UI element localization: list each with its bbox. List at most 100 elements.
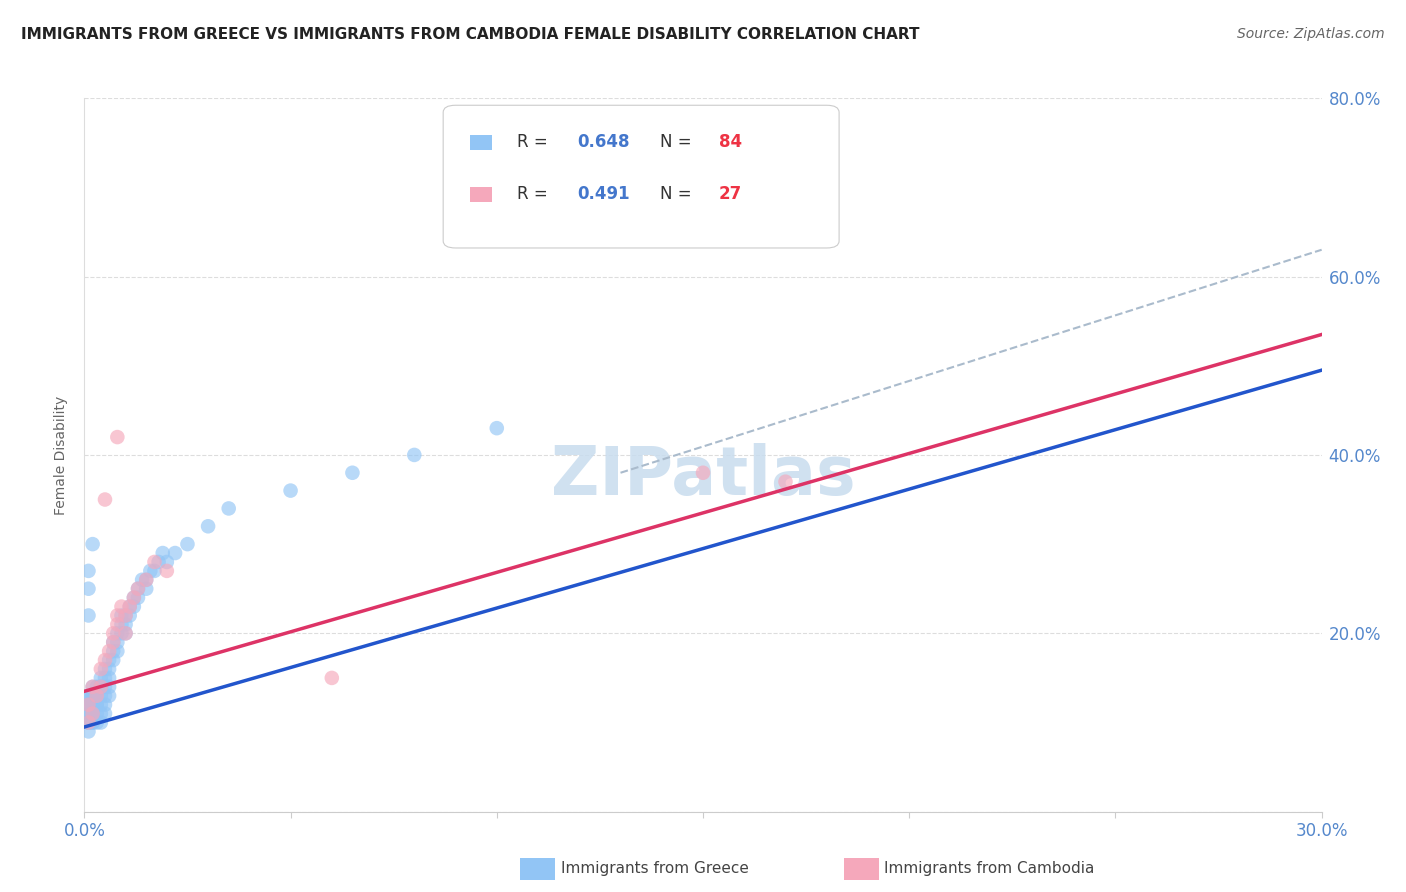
Point xyxy=(82,680,104,694)
Point xyxy=(98,689,121,703)
Point xyxy=(86,706,108,721)
Point xyxy=(122,599,145,614)
Text: R =: R = xyxy=(517,134,554,152)
Text: IMMIGRANTS FROM GREECE VS IMMIGRANTS FROM CAMBODIA FEMALE DISABILITY CORRELATION: IMMIGRANTS FROM GREECE VS IMMIGRANTS FRO… xyxy=(21,27,920,42)
Point xyxy=(82,689,104,703)
Point xyxy=(82,698,104,712)
Point xyxy=(103,626,125,640)
Point xyxy=(77,724,100,739)
Text: 0.648: 0.648 xyxy=(576,134,630,152)
Point xyxy=(90,706,112,721)
Point xyxy=(127,582,149,596)
Point xyxy=(77,698,100,712)
Point xyxy=(105,626,128,640)
Point xyxy=(176,537,198,551)
Point xyxy=(82,706,104,721)
FancyBboxPatch shape xyxy=(443,105,839,248)
Point xyxy=(90,680,112,694)
Y-axis label: Female Disability: Female Disability xyxy=(55,395,69,515)
Point xyxy=(90,680,112,694)
Point xyxy=(127,582,149,596)
Point xyxy=(105,617,128,632)
Point xyxy=(148,555,170,569)
Text: N =: N = xyxy=(659,186,696,203)
Point xyxy=(280,483,302,498)
Point xyxy=(94,653,117,667)
Text: Immigrants from Greece: Immigrants from Greece xyxy=(561,862,749,876)
Point xyxy=(122,591,145,605)
Point xyxy=(197,519,219,533)
Point xyxy=(98,662,121,676)
Point xyxy=(98,680,121,694)
Point xyxy=(90,698,112,712)
Point xyxy=(103,635,125,649)
Point xyxy=(321,671,343,685)
Point xyxy=(77,689,100,703)
Point xyxy=(143,564,166,578)
Point xyxy=(86,689,108,703)
Point xyxy=(103,653,125,667)
Point xyxy=(218,501,240,516)
Point xyxy=(110,626,132,640)
Point xyxy=(110,617,132,632)
Point xyxy=(82,706,104,721)
Point xyxy=(131,573,153,587)
Point xyxy=(118,599,141,614)
Point xyxy=(77,582,100,596)
Bar xyxy=(471,135,492,150)
Point xyxy=(114,626,136,640)
Point xyxy=(82,715,104,730)
Point xyxy=(77,608,100,623)
Point xyxy=(82,689,104,703)
Bar xyxy=(471,186,492,202)
Point xyxy=(105,608,128,623)
Point xyxy=(90,680,112,694)
Point xyxy=(98,644,121,658)
Point xyxy=(86,689,108,703)
Point xyxy=(105,644,128,658)
Point xyxy=(114,626,136,640)
Point xyxy=(90,662,112,676)
Point xyxy=(94,680,117,694)
Point xyxy=(485,421,508,435)
Point xyxy=(135,573,157,587)
Point xyxy=(127,591,149,605)
Point xyxy=(94,698,117,712)
Point xyxy=(94,689,117,703)
Point xyxy=(105,635,128,649)
Point xyxy=(82,698,104,712)
Point xyxy=(77,715,100,730)
Point xyxy=(103,644,125,658)
Point xyxy=(135,573,157,587)
Point xyxy=(90,689,112,703)
Point xyxy=(86,689,108,703)
Point xyxy=(86,698,108,712)
Point xyxy=(165,546,187,560)
Point xyxy=(82,706,104,721)
Point xyxy=(77,715,100,730)
Point xyxy=(110,599,132,614)
Point xyxy=(114,608,136,623)
Point xyxy=(82,680,104,694)
Point xyxy=(82,698,104,712)
Point xyxy=(77,715,100,730)
Point xyxy=(77,698,100,712)
Point xyxy=(86,698,108,712)
Point xyxy=(94,671,117,685)
Point xyxy=(139,564,162,578)
Point xyxy=(94,662,117,676)
Point xyxy=(110,608,132,623)
Text: N =: N = xyxy=(659,134,696,152)
Point xyxy=(342,466,364,480)
Point xyxy=(90,715,112,730)
Point xyxy=(105,430,128,444)
Point xyxy=(77,698,100,712)
Point xyxy=(775,475,797,489)
Text: 27: 27 xyxy=(718,186,742,203)
Point xyxy=(156,564,179,578)
Point xyxy=(103,635,125,649)
Text: R =: R = xyxy=(517,186,554,203)
Point xyxy=(152,546,174,560)
Point xyxy=(135,582,157,596)
Point xyxy=(82,715,104,730)
